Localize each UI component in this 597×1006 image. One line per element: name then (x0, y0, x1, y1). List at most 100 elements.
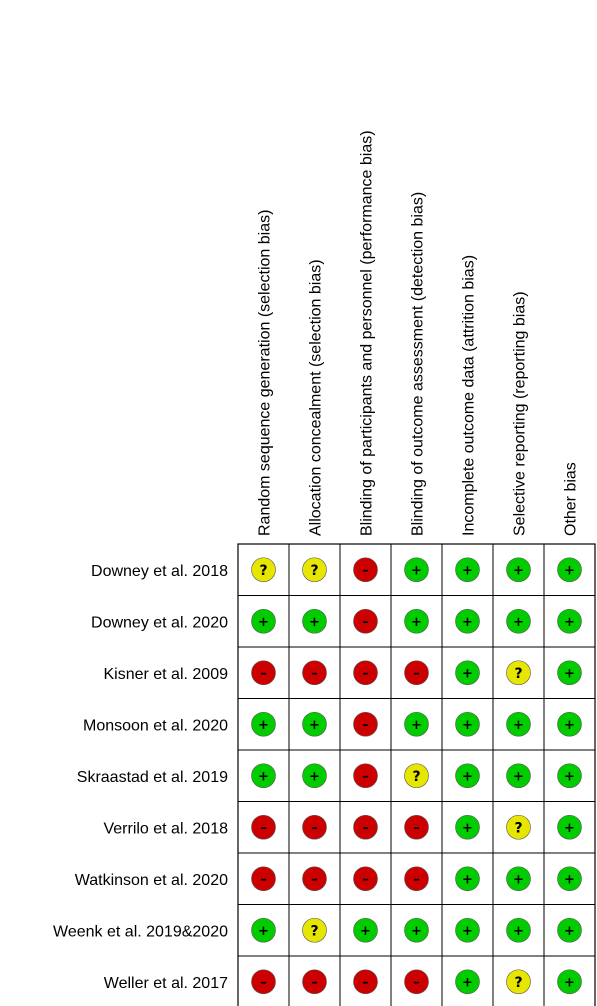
rating-symbol: + (564, 666, 575, 681)
rating-symbol: – (362, 563, 369, 578)
rating-circle (302, 917, 327, 943)
rating-symbol: + (462, 975, 473, 990)
rating-circle (302, 557, 327, 583)
rating-circle (506, 711, 531, 737)
rating-symbol: + (309, 718, 320, 733)
rating-symbol: + (513, 924, 524, 939)
rating-mark: + (455, 917, 480, 943)
rating-symbol: + (513, 872, 524, 887)
rating-mark: + (557, 969, 582, 995)
rating-symbol: ? (514, 820, 522, 836)
rating-mark: ? (302, 557, 327, 583)
rating-symbol: – (413, 821, 420, 836)
rating-circle (302, 866, 327, 892)
rating-symbol: ? (259, 563, 267, 579)
rating-symbol: + (462, 924, 473, 939)
study-label-0: Downey et al. 2018 (91, 563, 228, 580)
rating-symbol: – (362, 821, 369, 836)
rating-mark: + (251, 711, 276, 737)
rating-mark: – (404, 969, 429, 995)
rating-circle (506, 917, 531, 943)
rating-circle (353, 660, 378, 686)
rating-circle (506, 814, 531, 840)
rating-circle (557, 763, 582, 789)
rating-symbol: + (564, 924, 575, 939)
domain-header-6: Other bias (563, 462, 580, 536)
rating-symbol: ? (412, 769, 420, 785)
rating-symbol: + (564, 821, 575, 836)
rating-symbol: + (564, 718, 575, 733)
study-label-3: Monsoon et al. 2020 (83, 717, 228, 734)
rating-mark: + (455, 557, 480, 583)
rating-circle (302, 660, 327, 686)
rating-mark: + (557, 660, 582, 686)
rating-mark: – (353, 969, 378, 995)
rating-circle (557, 660, 582, 686)
rating-circle (557, 814, 582, 840)
rating-circle (455, 866, 480, 892)
rating-mark: ? (302, 917, 327, 943)
rating-symbol: – (311, 872, 318, 887)
rating-circle (404, 711, 429, 737)
rating-circle (455, 969, 480, 995)
study-label-5: Verrilo et al. 2018 (103, 820, 228, 837)
domain-header-1: Allocation concealment (selection bias) (308, 259, 325, 536)
rating-symbol: + (513, 615, 524, 630)
rating-circle (404, 763, 429, 789)
rating-mark: – (353, 763, 378, 789)
rating-circle (455, 814, 480, 840)
rating-symbol: – (260, 975, 267, 990)
rating-circle (506, 660, 531, 686)
rating-circle (506, 557, 531, 583)
rating-mark: ? (506, 660, 531, 686)
rating-circle (353, 763, 378, 789)
rating-mark: + (506, 711, 531, 737)
rating-symbol: – (311, 821, 318, 836)
rating-symbol: + (462, 666, 473, 681)
rating-mark: + (506, 608, 531, 634)
rating-circle (455, 917, 480, 943)
rating-mark: – (353, 557, 378, 583)
rating-mark: – (404, 660, 429, 686)
rating-symbol: – (413, 872, 420, 887)
rating-mark: – (353, 660, 378, 686)
rating-symbol: – (362, 718, 369, 733)
rating-circle (353, 711, 378, 737)
rating-mark: + (557, 557, 582, 583)
rating-mark: ? (506, 969, 531, 995)
rating-grid: ?? – + + + + + + – + + + + – – – – +? + + + – + + + + + + –? + + + – – – – +… (237, 543, 596, 1006)
rating-mark: ? (506, 814, 531, 840)
rating-circle (251, 763, 276, 789)
rating-mark: + (557, 814, 582, 840)
rating-mark: + (251, 917, 276, 943)
rating-symbol: – (362, 975, 369, 990)
rating-mark: ? (251, 557, 276, 583)
rating-circle (302, 814, 327, 840)
rating-circle (455, 763, 480, 789)
rating-circle (251, 969, 276, 995)
rating-mark: – (302, 660, 327, 686)
rating-symbol: – (413, 666, 420, 681)
rating-circle (404, 557, 429, 583)
rating-circle (251, 557, 276, 583)
rating-circle (353, 917, 378, 943)
domain-header-2: Blinding of participants and personnel (… (359, 130, 376, 536)
rating-mark: + (455, 814, 480, 840)
study-label-1: Downey et al. 2020 (91, 614, 228, 631)
rating-mark: + (506, 763, 531, 789)
rating-circle (557, 917, 582, 943)
rating-mark: + (557, 608, 582, 634)
rating-symbol: + (462, 769, 473, 784)
rating-symbol: – (260, 821, 267, 836)
rating-circle (302, 711, 327, 737)
rating-mark: + (506, 866, 531, 892)
rating-mark: + (455, 763, 480, 789)
domain-header-5: Selective reporting (reporting bias) (512, 291, 529, 536)
rating-mark: + (404, 608, 429, 634)
rating-mark: + (506, 557, 531, 583)
study-labels: Downey et al. 2018 Downey et al. 2020 Kisn… (53, 563, 228, 992)
rating-symbol: – (260, 666, 267, 681)
rating-circle (557, 608, 582, 634)
rating-symbol: + (513, 563, 524, 578)
rating-circle (506, 866, 531, 892)
